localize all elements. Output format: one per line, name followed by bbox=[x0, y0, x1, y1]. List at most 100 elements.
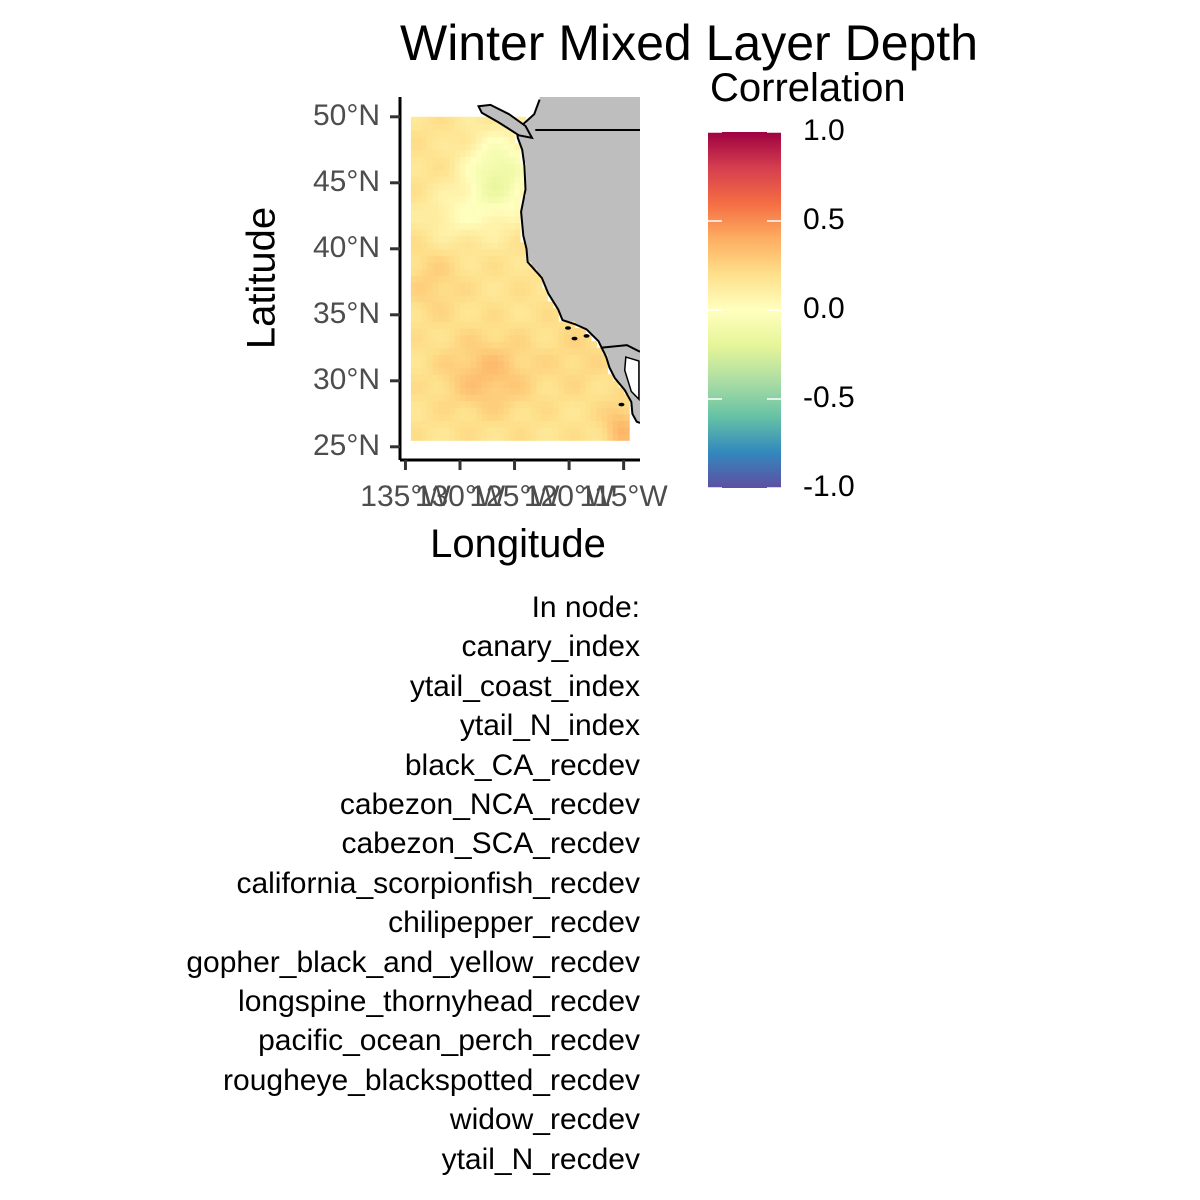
heatmap-cell bbox=[487, 413, 494, 421]
heatmap-cell bbox=[410, 248, 417, 256]
heatmap-cell bbox=[481, 182, 488, 190]
heatmap-cell bbox=[476, 334, 483, 342]
heatmap-cell bbox=[520, 248, 527, 256]
heatmap-cell bbox=[503, 130, 510, 138]
heatmap-cell bbox=[460, 222, 467, 230]
heatmap-cell bbox=[623, 433, 630, 441]
heatmap-cell bbox=[449, 143, 456, 151]
heatmap-cell bbox=[498, 433, 505, 441]
heatmap-cell bbox=[421, 387, 428, 395]
heatmap-cell bbox=[492, 136, 499, 144]
heatmap-cell bbox=[438, 295, 445, 303]
heatmap-cell bbox=[569, 407, 576, 415]
heatmap-cell bbox=[449, 149, 456, 157]
heatmap-cell bbox=[454, 334, 461, 342]
heatmap-cell bbox=[443, 215, 450, 223]
heatmap-cell bbox=[514, 156, 521, 164]
heatmap-cell bbox=[563, 321, 570, 329]
heatmap-cell bbox=[470, 149, 477, 157]
heatmap-cell bbox=[460, 281, 467, 289]
heatmap-cell bbox=[487, 196, 494, 204]
heatmap-cell bbox=[454, 321, 461, 329]
heatmap-cell bbox=[596, 387, 603, 395]
heatmap-cell bbox=[492, 400, 499, 408]
heatmap-cell bbox=[465, 156, 472, 164]
heatmap-cell bbox=[547, 407, 554, 415]
heatmap-cell bbox=[454, 209, 461, 217]
heatmap-cell bbox=[410, 275, 417, 283]
heatmap-cell bbox=[509, 433, 516, 441]
heatmap-cell bbox=[454, 374, 461, 382]
heatmap-cell bbox=[427, 163, 434, 171]
heatmap-cell bbox=[427, 321, 434, 329]
heatmap-cell bbox=[520, 281, 527, 289]
heatmap-cell bbox=[530, 427, 537, 435]
heatmap-cell bbox=[427, 354, 434, 362]
heatmap-cell bbox=[470, 334, 477, 342]
heatmap-cell bbox=[514, 301, 521, 309]
heatmap-cell bbox=[432, 235, 439, 243]
heatmap-cell bbox=[443, 202, 450, 210]
heatmap-cell bbox=[481, 394, 488, 402]
heatmap-cell bbox=[470, 301, 477, 309]
heatmap-cell bbox=[520, 407, 527, 415]
heatmap-cell bbox=[514, 209, 521, 217]
heatmap-cell bbox=[585, 427, 592, 435]
heatmap-cell bbox=[410, 176, 417, 184]
heatmap-cell bbox=[438, 288, 445, 296]
heatmap-cell bbox=[520, 116, 527, 124]
heatmap-cell bbox=[410, 387, 417, 395]
heatmap-cell bbox=[432, 182, 439, 190]
heatmap-cell bbox=[503, 433, 510, 441]
heatmap-cell bbox=[498, 242, 505, 250]
heatmap-cell bbox=[520, 361, 527, 369]
heatmap-cell bbox=[432, 242, 439, 250]
heatmap-cell bbox=[465, 433, 472, 441]
heatmap-cell bbox=[590, 347, 597, 355]
heatmap-cell bbox=[487, 407, 494, 415]
heatmap-cell bbox=[476, 176, 483, 184]
heatmap-cell bbox=[438, 176, 445, 184]
heatmap-cell bbox=[487, 143, 494, 151]
heatmap-cell bbox=[509, 268, 516, 276]
heatmap-cell bbox=[470, 433, 477, 441]
heatmap-cell bbox=[465, 229, 472, 237]
heatmap-cell bbox=[601, 380, 608, 388]
heatmap-cell bbox=[563, 341, 570, 349]
heatmap-cell bbox=[476, 308, 483, 316]
heatmap-cell bbox=[574, 394, 581, 402]
heatmap-cell bbox=[541, 420, 548, 428]
heatmap-cell bbox=[536, 301, 543, 309]
heatmap-cell bbox=[530, 295, 537, 303]
heatmap-cell bbox=[530, 361, 537, 369]
heatmap-cell bbox=[525, 308, 532, 316]
heatmap-cell bbox=[541, 387, 548, 395]
heatmap-cell bbox=[569, 374, 576, 382]
heatmap-cell bbox=[509, 413, 516, 421]
heatmap-cell bbox=[460, 143, 467, 151]
heatmap-cell bbox=[460, 427, 467, 435]
heatmap-cell bbox=[530, 321, 537, 329]
heatmap-cell bbox=[520, 420, 527, 428]
heatmap-cell bbox=[476, 374, 483, 382]
heatmap-cell bbox=[563, 407, 570, 415]
heatmap-cell bbox=[416, 400, 423, 408]
heatmap-cell bbox=[509, 387, 516, 395]
heatmap-cell bbox=[470, 407, 477, 415]
heatmap-cell bbox=[492, 169, 499, 177]
heatmap-cell bbox=[470, 229, 477, 237]
heatmap-cell bbox=[530, 281, 537, 289]
heatmap-cell bbox=[487, 222, 494, 230]
heatmap-cell bbox=[530, 328, 537, 336]
heatmap-cell bbox=[443, 374, 450, 382]
heatmap-cell bbox=[421, 248, 428, 256]
heatmap-cell bbox=[460, 136, 467, 144]
heatmap-cell bbox=[416, 354, 423, 362]
heatmap-cell bbox=[525, 321, 532, 329]
heatmap-cell bbox=[432, 222, 439, 230]
heatmap-cell bbox=[612, 407, 619, 415]
heatmap-cell bbox=[492, 275, 499, 283]
heatmap-cell bbox=[514, 262, 521, 270]
heatmap-cell bbox=[525, 407, 532, 415]
